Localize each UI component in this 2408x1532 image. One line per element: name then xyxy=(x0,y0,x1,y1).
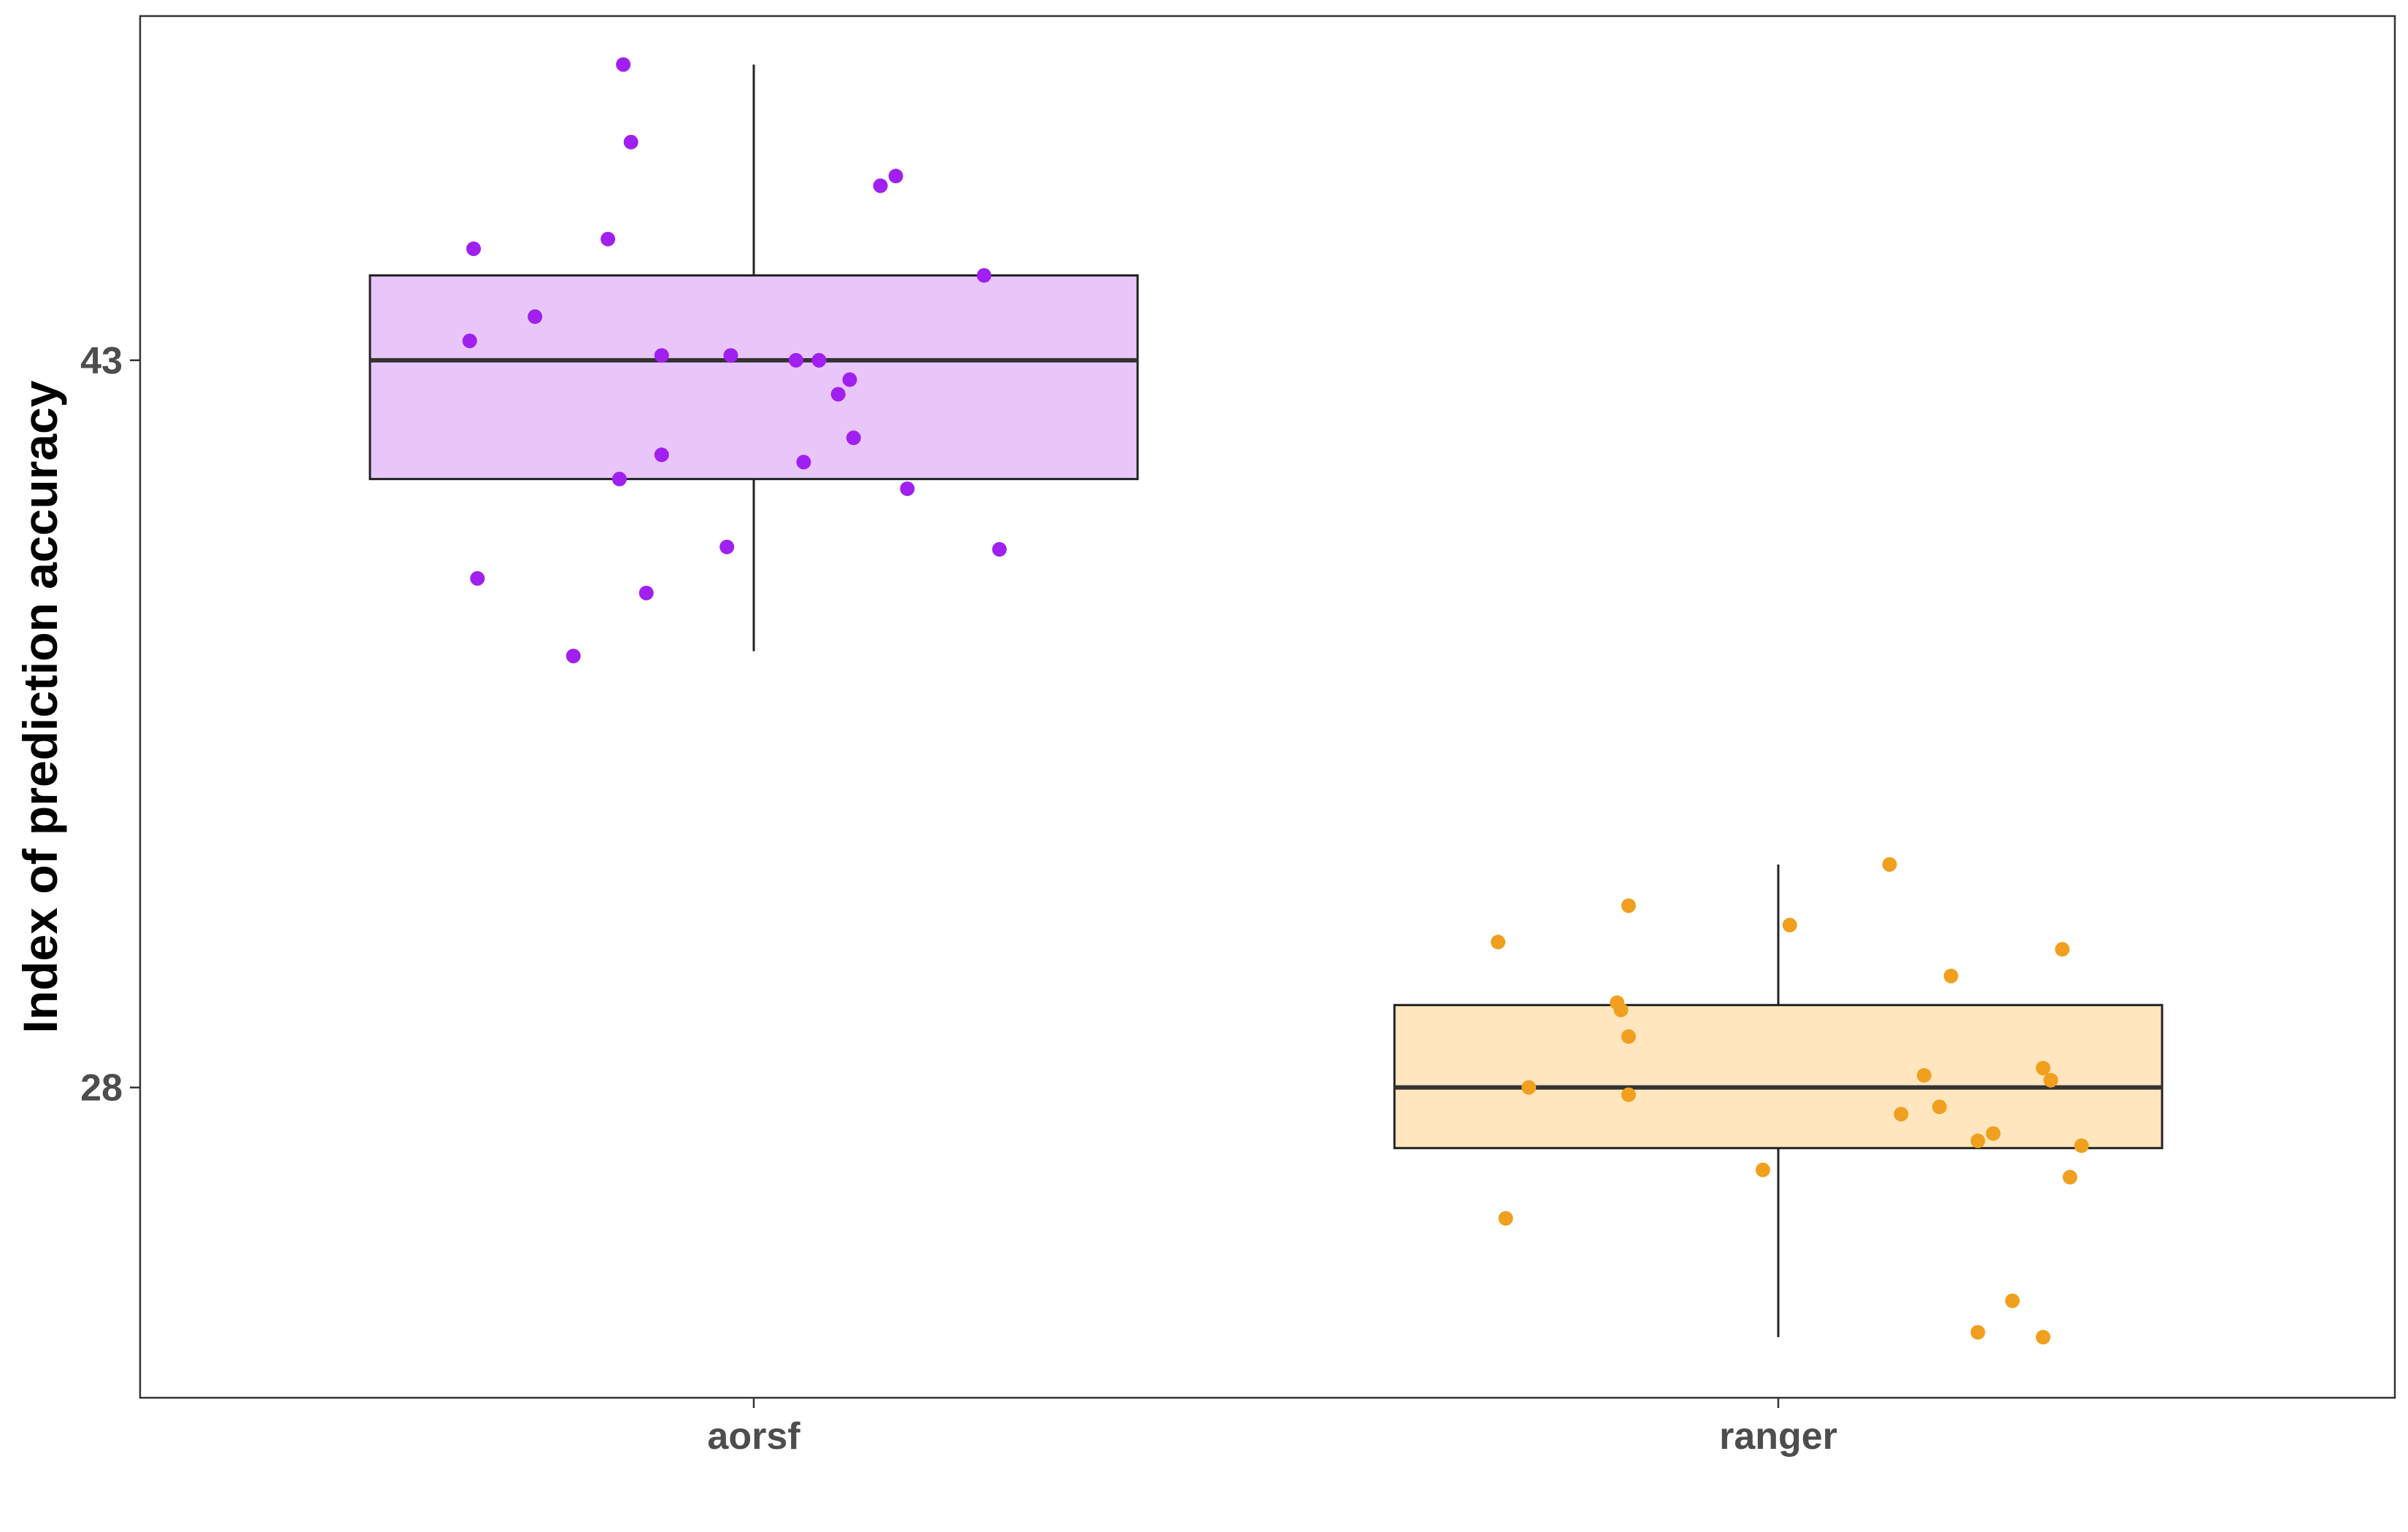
box-group-ranger xyxy=(1393,856,2164,1345)
data-point-aorsf xyxy=(654,348,669,363)
box-group-aorsf xyxy=(368,57,1139,664)
data-point-aorsf xyxy=(846,430,861,446)
data-point-aorsf xyxy=(719,539,735,554)
data-point-aorsf xyxy=(654,447,669,463)
x-tick-label-ranger: ranger xyxy=(1719,1415,1837,1458)
data-point-aorsf xyxy=(976,268,992,283)
data-point-ranger xyxy=(1986,1126,2001,1141)
plot-panel-border xyxy=(139,15,2396,1399)
data-point-ranger xyxy=(1916,1068,1932,1083)
data-point-aorsf xyxy=(992,542,1007,557)
box-aorsf xyxy=(368,274,1139,481)
data-point-aorsf xyxy=(623,134,638,150)
data-point-aorsf xyxy=(811,352,827,368)
data-point-aorsf xyxy=(796,454,811,470)
data-point-aorsf xyxy=(601,231,616,247)
y-tick-label: 28 xyxy=(80,1067,123,1110)
data-point-ranger xyxy=(1932,1099,1947,1115)
data-point-ranger xyxy=(1782,918,1797,933)
data-point-aorsf xyxy=(888,169,903,184)
data-point-aorsf xyxy=(566,649,581,664)
data-point-aorsf xyxy=(842,372,857,387)
data-point-ranger xyxy=(1894,1107,1909,1122)
data-point-aorsf xyxy=(900,481,915,496)
data-point-aorsf xyxy=(873,178,888,193)
x-axis: aorsf ranger xyxy=(707,1398,1837,1458)
data-point-aorsf xyxy=(470,570,485,586)
data-point-aorsf xyxy=(466,241,482,256)
data-point-ranger xyxy=(1613,1002,1629,1018)
data-point-ranger xyxy=(1882,856,1897,872)
data-point-aorsf xyxy=(528,309,543,325)
data-point-aorsf xyxy=(638,585,654,600)
y-axis-title: Index of prediction accuracy xyxy=(13,380,67,1033)
data-point-ranger xyxy=(1498,1211,1513,1226)
data-point-aorsf xyxy=(830,387,846,402)
data-point-ranger xyxy=(2004,1293,2020,1309)
data-point-ranger xyxy=(2035,1329,2050,1345)
data-point-aorsf xyxy=(611,471,627,487)
data-point-aorsf xyxy=(462,333,477,349)
data-point-ranger xyxy=(2062,1169,2077,1185)
data-point-aorsf xyxy=(788,352,803,368)
data-point-ranger xyxy=(2055,942,2070,957)
data-point-ranger xyxy=(1621,898,1636,913)
y-axis: 28 43 xyxy=(80,340,140,1110)
data-point-aorsf xyxy=(616,57,631,72)
data-point-ranger xyxy=(1491,935,1506,950)
data-point-ranger xyxy=(1621,1087,1636,1102)
data-point-ranger xyxy=(2074,1138,2089,1153)
data-point-ranger xyxy=(1755,1162,1770,1177)
x-tick-label-aorsf: aorsf xyxy=(707,1415,800,1458)
data-point-ranger xyxy=(2043,1072,2058,1088)
data-point-aorsf xyxy=(723,348,738,363)
data-point-ranger xyxy=(2035,1061,2050,1076)
data-point-ranger xyxy=(1621,1029,1636,1044)
data-point-ranger xyxy=(1943,968,1959,983)
data-point-ranger xyxy=(1970,1133,1986,1148)
box-ranger xyxy=(1393,1004,2164,1150)
y-tick-label: 43 xyxy=(80,340,123,382)
data-point-ranger xyxy=(1521,1080,1537,1095)
plot-marks xyxy=(368,57,2164,1345)
data-point-ranger xyxy=(1970,1325,1986,1340)
